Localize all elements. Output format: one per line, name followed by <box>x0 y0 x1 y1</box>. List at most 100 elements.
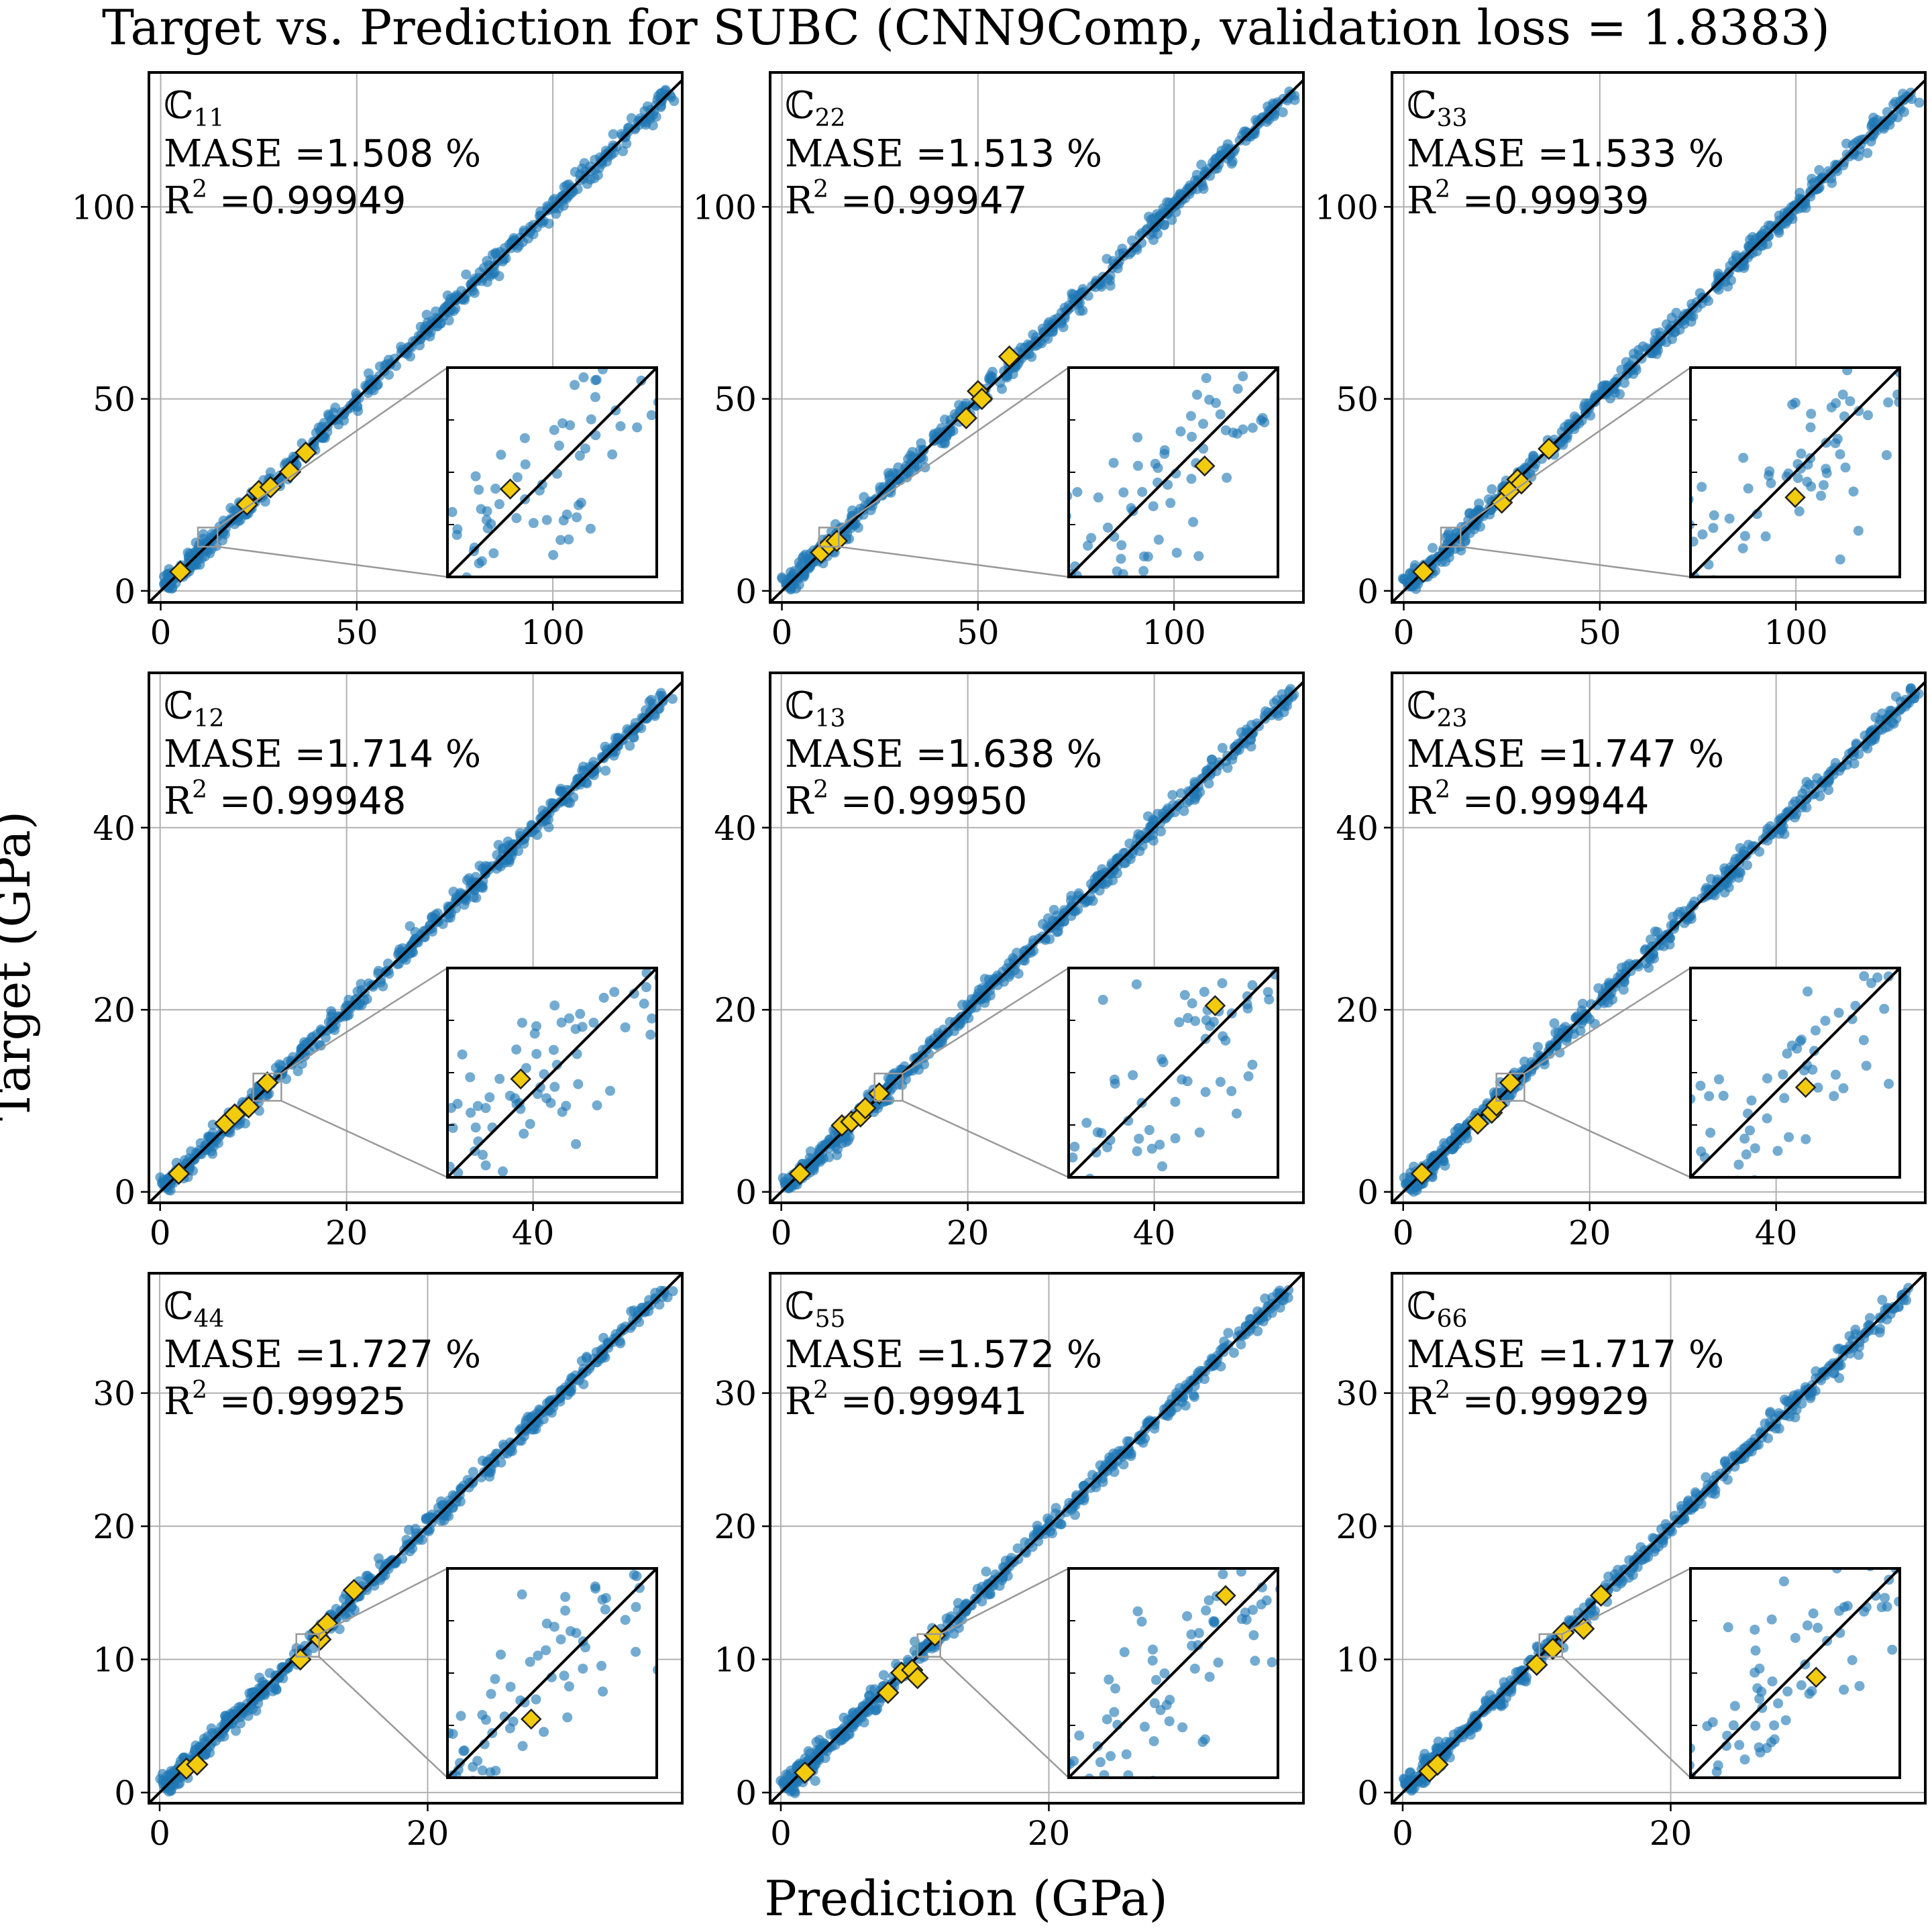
inset-point <box>1188 517 1199 527</box>
data-point <box>535 206 546 217</box>
inset-point <box>1086 533 1097 543</box>
data-point <box>1196 773 1207 784</box>
inset-point <box>480 1715 491 1725</box>
data-point <box>967 1600 977 1611</box>
inset-point <box>1884 1079 1894 1089</box>
inset-point <box>519 1128 529 1139</box>
zoom-region <box>873 1073 904 1102</box>
inset-point <box>598 1686 608 1697</box>
zoom-connector <box>902 967 1069 1075</box>
data-point <box>985 990 996 1001</box>
identity-line <box>770 1273 1303 1803</box>
inset-point <box>1794 506 1805 517</box>
inset-point <box>1220 1035 1231 1046</box>
data-point <box>1228 1348 1239 1358</box>
data-point <box>1888 99 1898 109</box>
inset-point <box>574 500 584 511</box>
inset-point <box>478 1150 488 1161</box>
component-label: ℂ22 <box>785 84 845 132</box>
zoom-region <box>295 1633 320 1658</box>
zoom-connector <box>217 545 448 578</box>
inset-point <box>575 1008 586 1019</box>
inset-point <box>1830 1069 1841 1080</box>
identity-line <box>149 79 682 602</box>
y-tick-label: 0 <box>114 572 136 611</box>
inset-identity-line <box>1690 968 1900 1177</box>
data-point <box>874 1697 885 1708</box>
inset-point <box>1123 1770 1134 1778</box>
inset-point <box>1845 396 1856 407</box>
y-tick-label: 40 <box>1336 809 1379 848</box>
y-tick-label: 0 <box>114 1774 136 1813</box>
inset-frame <box>1067 967 1279 1179</box>
inset-identity-line <box>447 1568 657 1778</box>
inset-point <box>496 1649 506 1660</box>
zoom-region <box>252 1073 282 1102</box>
inset-point <box>529 1028 540 1039</box>
data-point <box>1554 1027 1564 1038</box>
inset-point <box>1148 1736 1159 1747</box>
inset-point <box>1708 523 1719 533</box>
inset-point <box>1138 566 1149 576</box>
data-point <box>1227 754 1238 765</box>
highlight-marker <box>235 493 258 516</box>
data-point <box>1002 1570 1013 1581</box>
data-point <box>1562 433 1572 444</box>
inset-point <box>1796 448 1807 459</box>
inset-point <box>1177 1722 1188 1733</box>
inset-axes <box>1689 366 1901 578</box>
inset-point <box>1764 470 1774 481</box>
data-point <box>1004 967 1014 977</box>
inset-point <box>1226 1086 1237 1097</box>
inset-point <box>474 558 484 569</box>
axes-frame <box>1391 672 1927 1204</box>
data-point <box>1236 1339 1246 1350</box>
data-point <box>626 1306 637 1317</box>
inset-point <box>557 418 568 429</box>
axes-frame <box>769 672 1305 1204</box>
data-point <box>1265 1303 1276 1314</box>
zoom-connector <box>902 1099 1069 1179</box>
data-point <box>1158 1409 1169 1420</box>
inset-point <box>505 1681 516 1692</box>
inset-point <box>1215 409 1226 420</box>
data-point <box>1463 515 1474 525</box>
data-point <box>1117 1446 1128 1456</box>
inset-point <box>1806 409 1817 419</box>
inset-point <box>596 1660 607 1671</box>
x-axis-title: Prediction (GPa) <box>764 1870 1167 1927</box>
data-point <box>1203 778 1214 789</box>
inset-point <box>465 1072 476 1083</box>
inset-point <box>1200 1087 1211 1097</box>
data-point <box>401 1534 412 1545</box>
inset-point <box>556 1017 567 1028</box>
data-point <box>1862 148 1873 158</box>
inset-point <box>1118 487 1129 498</box>
inset-point <box>494 1073 505 1084</box>
x-tick-label: 20 <box>947 1214 989 1252</box>
inset-point <box>470 471 481 482</box>
inset-point <box>1835 449 1845 460</box>
data-point <box>1730 853 1741 864</box>
inset-point <box>1201 373 1212 384</box>
data-point <box>1577 998 1588 1009</box>
inset-point <box>1194 1127 1205 1138</box>
inset-identity-line <box>1069 968 1278 1177</box>
data-point <box>488 268 498 279</box>
data-point <box>227 1718 237 1729</box>
highlight-marker <box>998 345 1021 368</box>
x-tick-label: 40 <box>1755 1214 1798 1252</box>
inset-point <box>1772 1146 1783 1157</box>
data-point <box>198 529 209 539</box>
data-point <box>1633 345 1644 356</box>
data-point <box>528 229 539 239</box>
data-point <box>315 1040 326 1051</box>
inset-point <box>485 1767 496 1778</box>
inset-point <box>1738 452 1749 463</box>
highlight-marker <box>788 1162 812 1185</box>
data-point <box>1071 895 1082 906</box>
data-point <box>608 1334 619 1344</box>
inset-highlight-marker <box>1204 995 1226 1016</box>
